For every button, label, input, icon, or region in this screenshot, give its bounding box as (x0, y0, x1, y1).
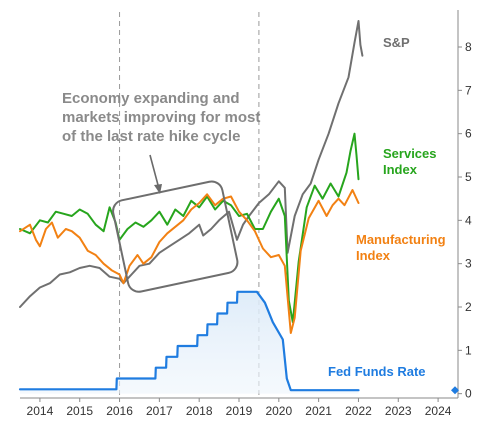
y-tick-label: 6 (465, 127, 472, 141)
label-services-2: Index (383, 162, 418, 177)
x-tick-label: 2019 (226, 404, 253, 418)
x-tick-label: 2014 (27, 404, 54, 418)
series-labels: S&P Services Index Manufacturing Index F… (328, 35, 446, 379)
series-line-2 (19, 189, 360, 334)
x-tick-label: 2017 (146, 404, 173, 418)
series-line-0 (19, 20, 364, 308)
x-tick-label: 2015 (66, 404, 93, 418)
label-manufacturing-1: Manufacturing (356, 232, 446, 247)
series-line-3 (18, 290, 360, 392)
annotation-arrow-shaft (149, 154, 159, 186)
x-tick-label: 2020 (265, 404, 292, 418)
label-services-1: Services (383, 146, 437, 161)
x-tick-label: 2022 (345, 404, 372, 418)
y-tick-label: 1 (465, 343, 472, 357)
label-sp: S&P (383, 35, 410, 50)
x-tick-label: 2024 (425, 404, 452, 418)
y-tick-label: 8 (465, 40, 472, 54)
y-axis-ticks: 0 1 2 3 4 5 6 7 8 (458, 40, 472, 401)
x-tick-label: 2018 (186, 404, 213, 418)
y-tick-label: 3 (465, 257, 472, 271)
y-tick-label: 7 (465, 83, 472, 97)
y-tick-label: 0 (465, 387, 472, 401)
annotation-line-2: markets improving for most (62, 109, 260, 126)
y-tick-label: 5 (465, 170, 472, 184)
x-tick-label: 2016 (106, 404, 133, 418)
x-axis-ticks: 2014 2015 2016 2017 2018 2019 2020 2021 2022 2023… (27, 398, 452, 418)
annotation-line-3: of the last rate hike cycle (62, 128, 240, 145)
fed-funds-area (20, 291, 359, 394)
fed-funds-end-marker (451, 386, 459, 395)
series-layer (18, 20, 364, 392)
y-tick-label: 2 (465, 300, 472, 314)
series-line-1 (19, 132, 360, 324)
highlight-box (112, 180, 239, 293)
reference-lines (119, 12, 260, 398)
annotation-line-1: Economy expanding and (62, 90, 240, 107)
label-manufacturing-2: Index (356, 248, 391, 263)
x-tick-label: 2021 (305, 404, 332, 418)
y-tick-label: 4 (465, 213, 472, 227)
annotation: Economy expanding and markets improving … (62, 90, 260, 293)
x-tick-label: 2023 (385, 404, 412, 418)
label-fed-funds: Fed Funds Rate (328, 364, 426, 379)
